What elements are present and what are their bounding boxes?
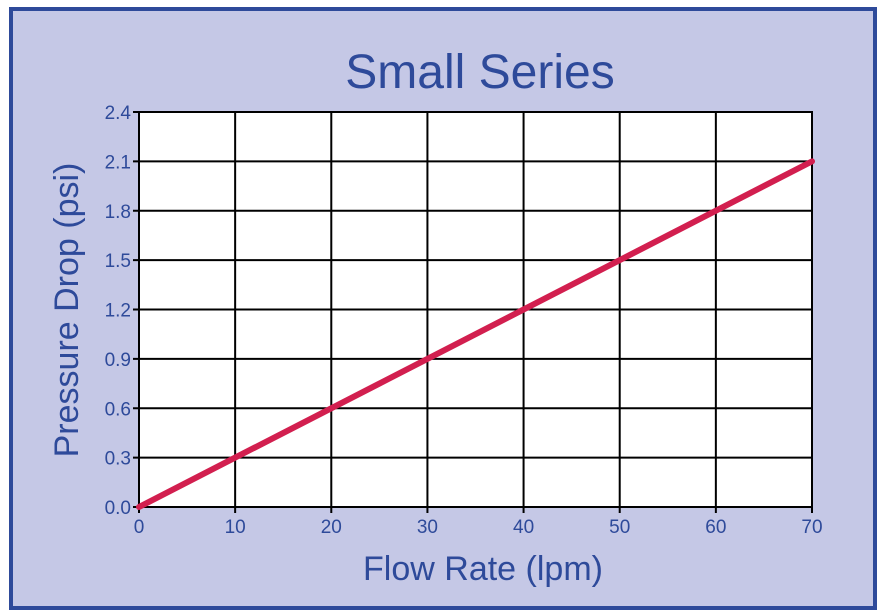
series-line <box>136 158 815 510</box>
y-tick-label: 0.9 <box>105 350 131 371</box>
y-tick-label: 0.3 <box>105 449 131 470</box>
plot-border <box>138 111 813 508</box>
plot-area: 0 10 20 30 40 50 60 70 0.0 0.3 0.6 0.9 1.2 1.5 1.8 2.1 2… <box>105 103 823 538</box>
chart-title: Small Series <box>345 46 614 99</box>
y-tick-label: 1.8 <box>105 202 131 223</box>
y-tick-label: 2.4 <box>105 103 132 124</box>
y-tick-label: 0.6 <box>105 399 131 420</box>
x-tick-label: 20 <box>321 517 342 538</box>
y-tick-label: 1.2 <box>105 301 131 322</box>
x-tick-label: 10 <box>225 517 246 538</box>
y-tick-label: 0.0 <box>105 498 131 519</box>
y-tick-label: 2.1 <box>105 152 131 173</box>
y-axis-label: Pressure Drop (psi) <box>48 163 86 458</box>
x-tick-label: 30 <box>417 517 438 538</box>
x-tick-label: 60 <box>705 517 726 538</box>
x-tick-label: 0 <box>134 517 145 538</box>
x-axis-label: Flow Rate (lpm) <box>363 550 603 588</box>
x-tick-label: 40 <box>513 517 534 538</box>
x-tick-label: 70 <box>801 517 822 538</box>
x-tick-label: 50 <box>609 517 630 538</box>
y-tick-label: 1.5 <box>105 251 131 272</box>
